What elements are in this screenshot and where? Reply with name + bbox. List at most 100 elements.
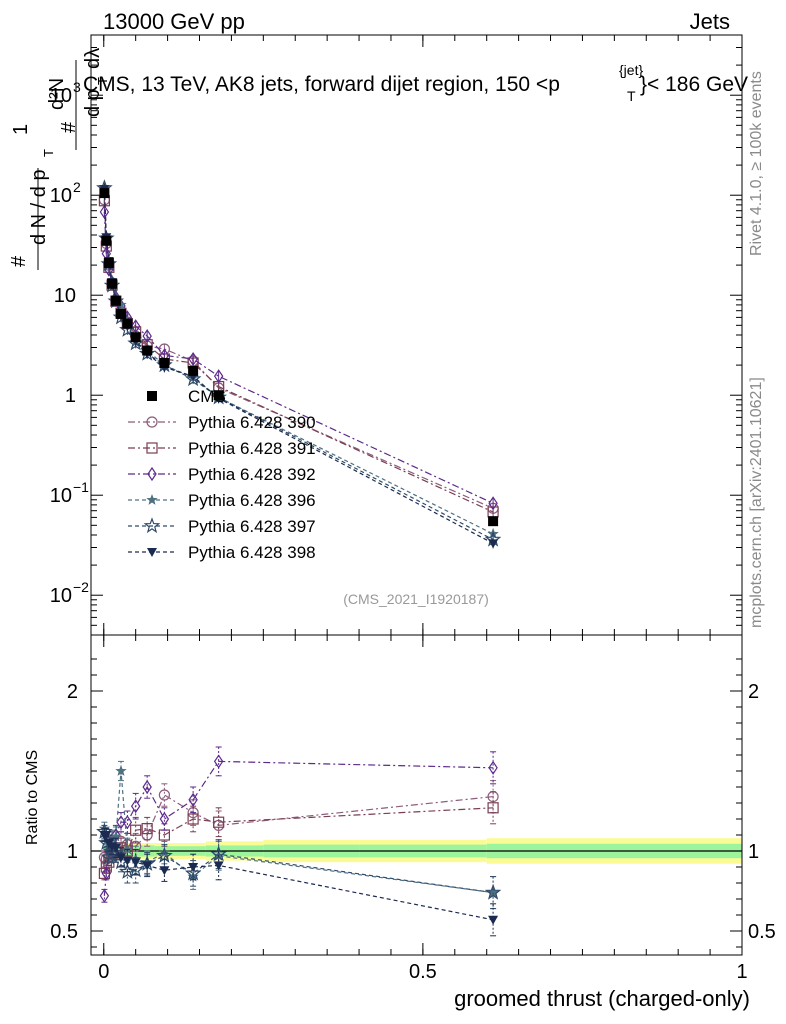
ratio-point-p392 [159, 811, 170, 827]
header-left: 13000 GeV pp [103, 9, 245, 34]
point-cms [122, 318, 133, 329]
ylabel-T2: T [95, 77, 110, 85]
ratio-point-p396 [121, 843, 134, 855]
x-tick-label: 0 [98, 961, 109, 983]
ratio-y-tick-label-right: 0.5 [748, 921, 776, 943]
legend-marker-p391 [146, 442, 158, 454]
point-p397 [184, 370, 202, 387]
y-tick-label: 10 [50, 485, 72, 507]
ratio-point-p398 [488, 915, 499, 925]
ratio-point-p397 [184, 864, 202, 881]
y-tick-label: 1 [65, 385, 76, 407]
ratio-point-p392 [188, 792, 198, 807]
y-tick-label-exponent: 3 [73, 79, 81, 95]
point-cms [488, 516, 499, 527]
ratio-point-p391 [130, 824, 142, 836]
plot-title-tail: }< 186 GeV [640, 73, 748, 96]
y-tick-label: 10 [50, 85, 72, 107]
point-cms [188, 365, 199, 376]
legend-marker-p398 [147, 548, 157, 557]
ylabel-one: 1 [10, 124, 32, 135]
point-p392 [130, 319, 141, 334]
legend-marker-p390 [146, 416, 158, 428]
ylabel-hash: # [8, 255, 30, 267]
plot-title: CMS, 13 TeV, AK8 jets, forward dijet reg… [83, 73, 560, 96]
point-p392 [213, 369, 224, 384]
ratio-uncertainty-band [91, 838, 742, 864]
x-axis-label: groomed thrust (charged-only) [454, 986, 750, 1011]
ratio-point-p398 [110, 843, 121, 853]
main-series-group [96, 179, 502, 549]
analysis-watermark: (CMS_2021_I1920187) [343, 591, 489, 607]
legend-label-p396: Pythia 6.428 396 [188, 491, 316, 510]
y-tick-label-exponent: 2 [73, 179, 81, 195]
legend-label-cms: CMS [188, 387, 226, 406]
y-tick-label-exponent: −1 [73, 479, 89, 495]
legend-label-p398: Pythia 6.428 398 [188, 543, 316, 562]
rivet-version-label: Rivet 4.1.0, ≥ 100k events [748, 71, 765, 256]
point-cms [130, 332, 141, 343]
axis-ticks [91, 34, 743, 955]
ratio-point-p396 [106, 832, 118, 844]
ratio-point-p398 [115, 853, 126, 863]
ylabel-d2N: d²N [46, 78, 68, 110]
point-p392 [99, 204, 110, 220]
ratio-point-p398 [122, 856, 133, 866]
ratio-series-group [96, 746, 502, 937]
point-cms [103, 257, 114, 268]
ratio-point-p391 [141, 822, 153, 835]
y-tick-label: 10 [50, 185, 72, 207]
ratio-y-tick-label-right: 2 [748, 681, 759, 703]
x-tick-label: 1 [736, 961, 747, 983]
point-p396 [115, 298, 127, 310]
ratio-point-p396 [158, 846, 171, 858]
x-tick-label: 0.5 [409, 961, 437, 983]
ratio-point-p397 [484, 883, 502, 900]
y-tick-label-exponent: −2 [73, 579, 89, 595]
legend-label-p390: Pythia 6.428 390 [188, 413, 316, 432]
point-cms [107, 278, 118, 289]
ratio-point-p397 [127, 861, 144, 878]
ratio-point-p391 [487, 802, 499, 814]
ratio-point-p392 [488, 760, 498, 775]
plot-title-sup: {jet} [619, 62, 643, 78]
ratio-plot-frame [90, 634, 743, 956]
ratio-point-p396 [115, 765, 127, 776]
point-p392 [142, 329, 152, 344]
point-p398 [488, 539, 499, 549]
ratio-point-p398 [130, 858, 141, 868]
legend-label-p392: Pythia 6.428 392 [188, 465, 316, 484]
ratio-point-p391 [187, 813, 199, 825]
point-p392 [488, 496, 498, 511]
legend-marker-p392 [147, 466, 157, 482]
ratio-point-p392 [99, 888, 110, 903]
ylabel-hash2: # [58, 121, 80, 133]
ylabel-dlambda: dλ [82, 48, 104, 69]
ratio-point-p396 [487, 886, 499, 898]
point-cms [99, 188, 110, 199]
legend-marker-p396 [146, 494, 158, 505]
ratio-point-p397 [210, 845, 227, 862]
ratio-point-p392 [213, 754, 224, 769]
point-cms [213, 390, 224, 401]
ratio-point-p391 [213, 816, 225, 828]
mcplots-label: mcplots.cern.ch [arXiv:2401.10621] [748, 377, 765, 628]
ratio-y-tick-label: 1 [67, 841, 78, 863]
header-right: Jets [690, 9, 730, 34]
ratio-line-p396 [103, 770, 494, 894]
ratio-point-p392 [116, 815, 126, 830]
ratio-y-tick-label: 2 [67, 681, 78, 703]
point-cms [110, 295, 121, 306]
point-cms [142, 345, 153, 356]
ylabel-dN: d N / d p [28, 169, 50, 245]
y-tick-label: 10 [50, 585, 72, 607]
ylabel-T1: T [41, 149, 56, 157]
ratio-point-p392 [101, 866, 112, 881]
ylabel-dpt: d p [82, 89, 104, 117]
ratio-y-tick-label-right: 1 [748, 841, 759, 863]
plot-title-sub: T [627, 88, 636, 104]
legend-marker-cms [147, 391, 157, 401]
ratio-y-tick-label: 0.5 [50, 921, 78, 943]
legend-label-p397: Pythia 6.428 397 [188, 517, 316, 536]
